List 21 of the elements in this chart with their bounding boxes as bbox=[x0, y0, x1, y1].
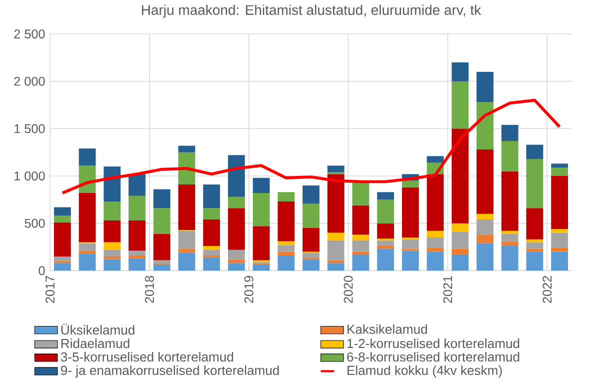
y-tick-label: 1 500 bbox=[14, 124, 45, 134]
legend-label: 9- ja enamakorruselised korterelamud bbox=[61, 365, 279, 378]
y-tick-label: 0 bbox=[38, 266, 45, 276]
legend-label: Üksikelamud bbox=[61, 324, 134, 335]
x-tick-label: 2022 bbox=[542, 276, 552, 303]
legend-label: Elamud kokku (4kv keskm) bbox=[348, 365, 502, 378]
chart-title: Harju maakond: Ehitamist alustatud, eluruumide arv, tk bbox=[142, 4, 482, 18]
y-tick-label: 2 000 bbox=[14, 76, 45, 86]
x-tick-label: 2021 bbox=[443, 276, 452, 303]
y-tick-label: 1 000 bbox=[14, 172, 45, 180]
legend-label: 1-2-korruselised korterelamud bbox=[347, 338, 520, 348]
legend-label: Ridaelamud bbox=[61, 338, 130, 348]
x-tick-label: 2018 bbox=[144, 276, 154, 303]
x-tick-label: 2017 bbox=[46, 276, 54, 303]
x-tick-label: 2019 bbox=[244, 276, 254, 303]
legend-label: 6-8-korruselised korterelamud bbox=[347, 352, 520, 362]
y-tick-label: 2 500 bbox=[14, 30, 45, 38]
x-tick-label: 2020 bbox=[344, 276, 353, 303]
legend-label: 3-5-korruselised korterelamud bbox=[60, 352, 234, 362]
legend-label: Kaksikelamud bbox=[348, 324, 427, 334]
y-tick-label: 500 bbox=[24, 218, 45, 228]
